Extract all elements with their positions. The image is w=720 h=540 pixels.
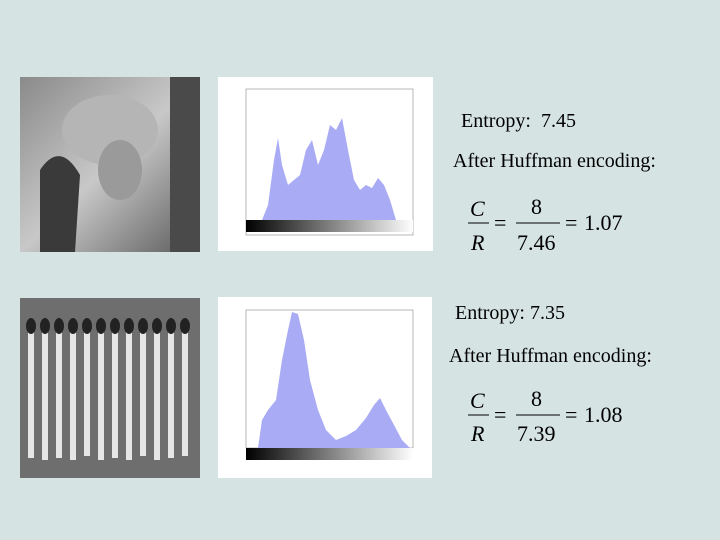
formula: C R = 8 7.46 = 1.07 — [468, 194, 623, 255]
denominator: 7.46 — [517, 230, 556, 255]
result: 1.07 — [584, 210, 623, 235]
histogram-image — [218, 77, 433, 251]
symbol: C — [470, 388, 485, 413]
numerator: 8 — [531, 386, 542, 411]
entropy: Entropy: 7.45 — [461, 110, 576, 132]
histogram-image — [218, 297, 432, 478]
numerator: 8 — [531, 194, 542, 219]
symbol: R — [470, 230, 485, 255]
operator: = — [494, 402, 506, 427]
operator: = — [565, 402, 577, 427]
photo-portrait — [20, 77, 200, 252]
entropy: Entropy: 7.35 — [455, 302, 565, 324]
caption: After Huffman encoding: — [453, 150, 656, 172]
symbol: C — [470, 196, 485, 221]
result: 1.08 — [584, 402, 623, 427]
symbol: R — [470, 421, 485, 446]
operator: = — [494, 210, 506, 235]
denominator: 7.39 — [517, 421, 556, 446]
formula: C R = 8 7.39 = 1.08 — [468, 386, 623, 446]
caption: After Huffman encoding: — [449, 345, 652, 367]
photo-matches — [20, 298, 200, 478]
operator: = — [565, 210, 577, 235]
